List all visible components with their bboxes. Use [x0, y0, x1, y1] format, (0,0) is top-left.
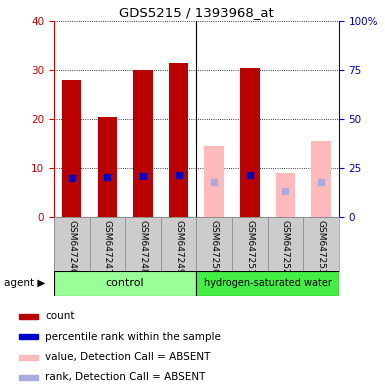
FancyBboxPatch shape [54, 271, 196, 296]
Text: GSM647246: GSM647246 [67, 220, 76, 274]
Bar [133, 70, 153, 217]
Bar [125, 217, 161, 271]
Bar [303, 217, 339, 271]
Bar [268, 217, 303, 271]
Bar [19, 375, 38, 380]
Text: GSM647248: GSM647248 [139, 220, 147, 274]
Text: GSM647251: GSM647251 [245, 220, 254, 275]
Bar [240, 68, 259, 217]
Bar [19, 314, 38, 319]
Text: hydrogen-saturated water: hydrogen-saturated water [204, 278, 331, 288]
FancyBboxPatch shape [196, 271, 339, 296]
Text: rank, Detection Call = ABSENT: rank, Detection Call = ABSENT [45, 372, 206, 382]
Bar [89, 217, 125, 271]
Text: count: count [45, 311, 75, 321]
Text: agent ▶: agent ▶ [4, 278, 45, 288]
Title: GDS5215 / 1393968_at: GDS5215 / 1393968_at [119, 5, 274, 18]
Bar [204, 146, 224, 217]
Bar [276, 173, 295, 217]
Text: percentile rank within the sample: percentile rank within the sample [45, 332, 221, 342]
Bar [97, 117, 117, 217]
Text: value, Detection Call = ABSENT: value, Detection Call = ABSENT [45, 352, 211, 362]
Text: GSM647253: GSM647253 [316, 220, 325, 275]
Text: control: control [106, 278, 144, 288]
Bar [232, 217, 268, 271]
Bar [62, 80, 82, 217]
Text: GSM647252: GSM647252 [281, 220, 290, 274]
Text: GSM647250: GSM647250 [210, 220, 219, 275]
Bar [161, 217, 196, 271]
Text: GSM647247: GSM647247 [103, 220, 112, 274]
Bar [19, 334, 38, 339]
Bar [19, 354, 38, 359]
Bar [311, 141, 331, 217]
Bar [54, 217, 89, 271]
Bar [169, 63, 188, 217]
Bar [196, 217, 232, 271]
Text: GSM647249: GSM647249 [174, 220, 183, 274]
